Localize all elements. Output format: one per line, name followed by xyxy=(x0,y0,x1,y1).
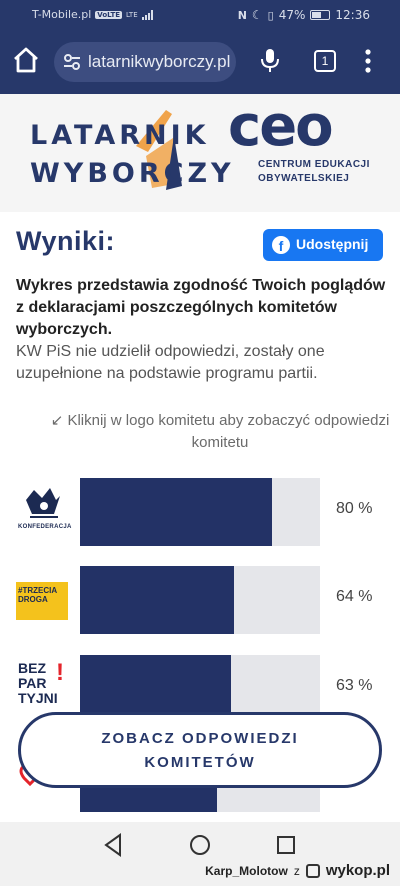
result-percent: 63 % xyxy=(336,677,373,694)
status-left: T-Mobile.pl VoLTE LTE xyxy=(32,8,153,21)
watermark-separator: z xyxy=(293,863,300,878)
result-bar-fill xyxy=(80,478,272,546)
site-header: LATARNIK WYBORCZY ceo CENTRUM EDUKACJI O… xyxy=(0,94,400,212)
battery-percent: 47% xyxy=(278,8,306,22)
voice-search-button[interactable] xyxy=(260,48,280,74)
logo-line-2: WYBORCZY xyxy=(30,158,235,189)
status-right: N ☾ ▯ 47% 12:36 xyxy=(238,8,370,22)
result-percent: 80 % xyxy=(336,500,373,517)
recent-apps-icon xyxy=(277,836,295,854)
facebook-icon: f xyxy=(272,236,290,254)
microphone-icon xyxy=(261,49,279,72)
lte-label: LTE xyxy=(126,10,138,19)
result-percent: 64 % xyxy=(336,588,373,605)
share-facebook-button[interactable]: f Udostępnij xyxy=(263,229,383,261)
results-description: Wykres przedstawia zgodność Twoich poglą… xyxy=(16,275,386,385)
result-row: #TRZECIA DROGA 64 % xyxy=(0,566,400,634)
watermark-site: wykop.pl xyxy=(325,862,390,879)
logo-line-1: LATARNIK xyxy=(30,120,210,151)
ceo-wordmark: ceo xyxy=(228,94,334,159)
committee-logo-bezpartyjni[interactable]: BEZ PAR TYJNI ! xyxy=(16,659,70,715)
clock: 12:36 xyxy=(335,8,370,22)
home-button[interactable] xyxy=(12,44,40,76)
konfederacja-crown-icon xyxy=(26,488,60,518)
home-icon xyxy=(14,47,38,73)
volte-badge: VoLTE xyxy=(95,10,122,19)
committee-logo-konfederacja[interactable]: KONFEDERACJA xyxy=(16,482,72,538)
site-settings-icon[interactable] xyxy=(62,52,82,72)
bezpartyjni-logo-text: BEZ PAR TYJNI xyxy=(18,660,58,706)
konfederacja-logo-text: KONFEDERACJA xyxy=(18,524,72,530)
vibrate-icon: ▯ xyxy=(267,8,274,22)
result-bar-track xyxy=(80,478,320,546)
recent-apps-button[interactable] xyxy=(274,832,298,858)
page-title: Wyniki: xyxy=(16,226,116,256)
back-button[interactable] xyxy=(102,832,126,858)
ceo-subtitle-line-1: CENTRUM EDUKACJI xyxy=(258,159,370,170)
moon-icon: ☾ xyxy=(251,8,263,22)
logo-click-hint: ↙ Kliknij w logo komitetu aby zobaczyć o… xyxy=(50,412,390,451)
latarnik-wyborczy-logo[interactable]: LATARNIK WYBORCZY xyxy=(26,106,231,204)
share-button-label: Udostępnij xyxy=(296,236,369,252)
carrier-label: T-Mobile.pl xyxy=(32,8,92,21)
ceo-logo[interactable]: ceo CENTRUM EDUKACJI OBYWATELSKIEJ xyxy=(228,94,388,204)
result-bar-fill xyxy=(80,655,232,723)
lighthouse-beam-icon xyxy=(136,110,182,190)
status-bar: T-Mobile.pl VoLTE LTE N ☾ ▯ 47% 12:36 xyxy=(0,0,400,30)
description-bold: Wykres przedstawia zgodność Twoich poglą… xyxy=(16,277,386,338)
wykop-icon xyxy=(305,863,320,878)
address-bar[interactable]: latarnikwyborczy.pl xyxy=(54,42,236,82)
back-triangle-icon xyxy=(104,833,121,857)
result-row: BEZ PAR TYJNI ! 63 % xyxy=(0,655,400,723)
nfc-icon: N xyxy=(237,8,247,22)
tab-switcher-button[interactable]: 1 xyxy=(314,50,336,72)
url-text: latarnikwyborczy.pl xyxy=(88,52,231,71)
cta-label-line-1: ZOBACZ ODPOWIEDZI xyxy=(101,730,299,747)
trzecia-droga-logo-text: #TRZECIA DROGA xyxy=(18,586,57,604)
result-bar-track xyxy=(80,566,320,634)
more-vertical-icon xyxy=(365,49,371,73)
committee-logo-trzecia-droga[interactable]: #TRZECIA DROGA xyxy=(16,570,70,626)
trzecia-droga-badge xyxy=(16,582,68,620)
result-bar-fill xyxy=(80,566,234,634)
system-nav-bar: Karp_Molotow z wykop.pl xyxy=(0,822,400,886)
battery-icon xyxy=(310,10,331,20)
system-home-button[interactable] xyxy=(188,832,212,858)
result-bar-track xyxy=(80,655,320,723)
description-note: KW PiS nie udzielił odpowiedzi, zostały … xyxy=(16,343,325,382)
cta-label-line-2: KOMITETÓW xyxy=(144,754,256,771)
watermark-user: Karp_Molotow xyxy=(205,863,288,878)
watermark: Karp_Molotow z wykop.pl xyxy=(205,862,390,879)
home-circle-icon xyxy=(190,835,210,855)
exclamation-icon: ! xyxy=(56,659,64,686)
ceo-subtitle-line-2: OBYWATELSKIEJ xyxy=(258,173,350,184)
result-row: KONFEDERACJA 80 % xyxy=(0,478,400,546)
browser-toolbar: latarnikwyborczy.pl 1 xyxy=(0,30,400,94)
overflow-menu-button[interactable] xyxy=(360,48,376,74)
show-committee-answers-button[interactable]: ZOBACZ ODPOWIEDZI KOMITETÓW xyxy=(18,712,382,788)
signal-icon xyxy=(141,9,153,20)
